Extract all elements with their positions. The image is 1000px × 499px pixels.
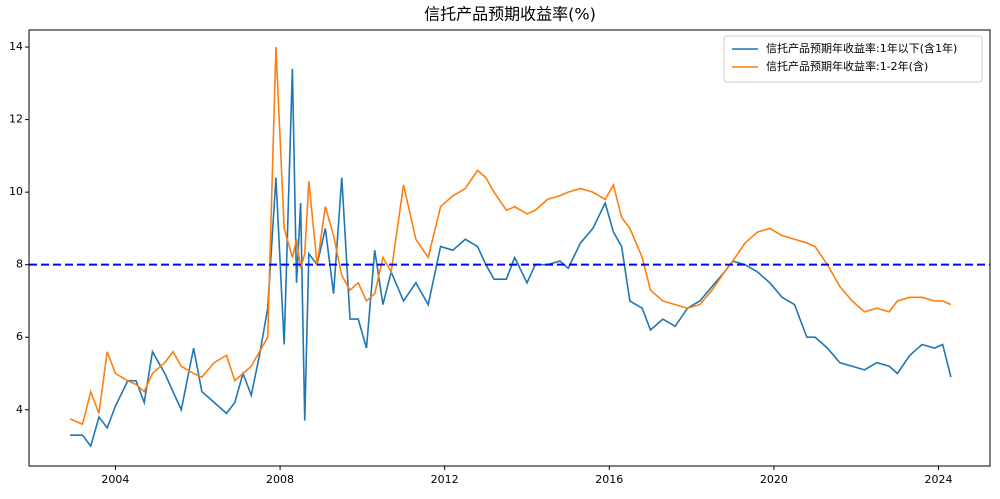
chart-title: 信托产品预期收益率(%) (424, 5, 596, 24)
y-tick-label: 8 (16, 258, 23, 271)
legend-label: 信托产品预期年收益率:1年以下(含1年) (766, 41, 957, 55)
x-tick-label: 2004 (101, 473, 129, 486)
series-line (69, 47, 952, 426)
legend-label: 信托产品预期年收益率:1-2年(含) (766, 59, 928, 73)
y-tick-label: 10 (9, 185, 23, 198)
x-tick-label: 2016 (595, 473, 623, 486)
legend-box (723, 35, 983, 83)
x-tick-label: 2020 (760, 473, 788, 486)
x-tick-label: 2012 (431, 473, 459, 486)
y-tick-label: 14 (9, 40, 23, 53)
y-tick-label: 12 (9, 113, 23, 126)
y-tick-label: 6 (16, 330, 23, 343)
series-line (70, 68, 952, 448)
y-tick-label: 4 (16, 403, 23, 416)
plot-frame (28, 29, 991, 467)
x-tick-label: 2008 (266, 473, 294, 486)
x-tick-label: 2024 (925, 473, 953, 486)
